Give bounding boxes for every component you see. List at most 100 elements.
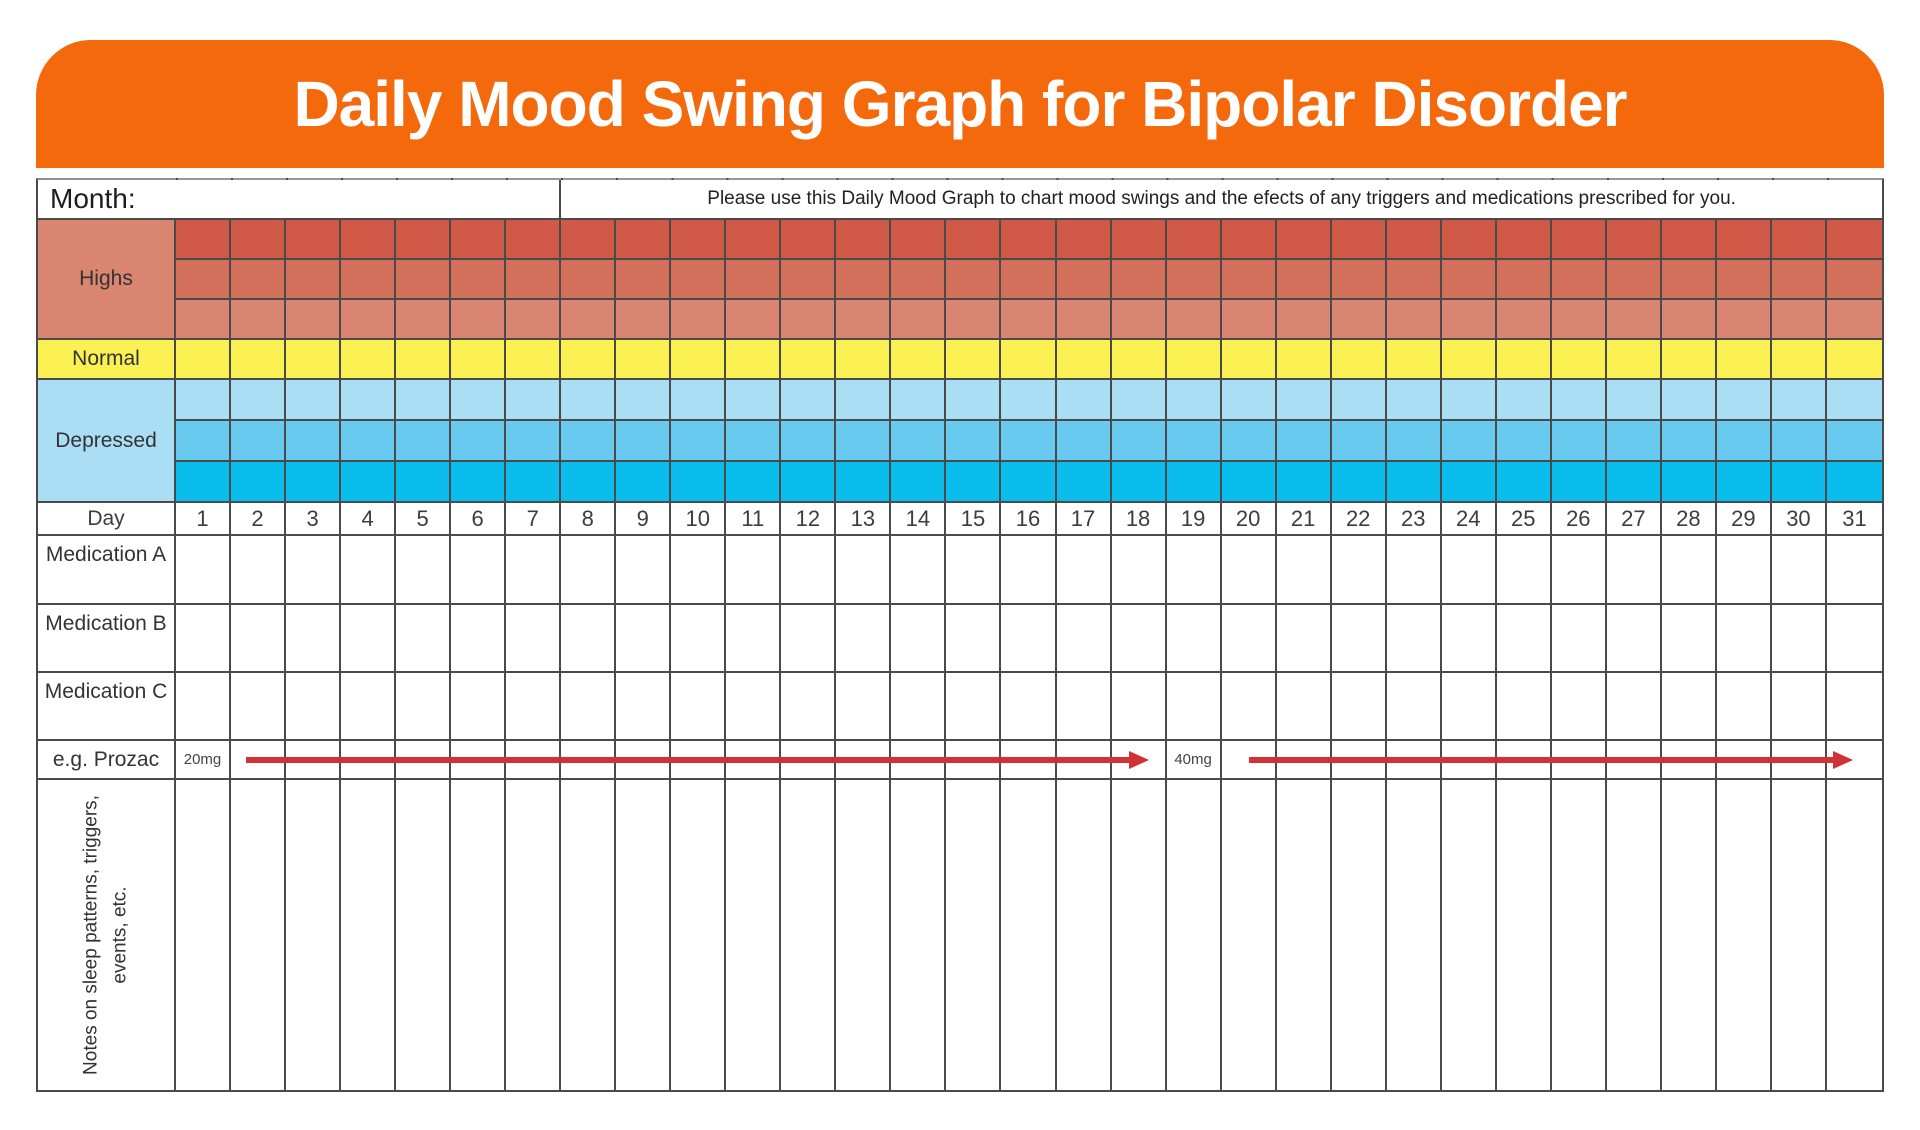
mood-cell[interactable] bbox=[1056, 220, 1112, 260]
medication-day-cell[interactable] bbox=[671, 673, 727, 741]
medication-day-cell[interactable] bbox=[1331, 536, 1387, 605]
mood-cell[interactable] bbox=[946, 462, 1002, 503]
medication-day-cell[interactable] bbox=[561, 536, 617, 605]
mood-cell[interactable] bbox=[1221, 340, 1277, 380]
mood-cell[interactable] bbox=[616, 421, 672, 462]
notes-day-cell[interactable] bbox=[1661, 780, 1717, 1090]
medication-day-cell[interactable] bbox=[1276, 605, 1332, 673]
mood-cell[interactable] bbox=[341, 421, 397, 462]
mood-cell[interactable] bbox=[561, 300, 617, 340]
notes-day-cell[interactable] bbox=[1001, 780, 1057, 1090]
medication-day-cell[interactable] bbox=[286, 536, 342, 605]
mood-cell[interactable] bbox=[1001, 340, 1057, 380]
medication-day-cell[interactable] bbox=[396, 673, 452, 741]
mood-cell[interactable] bbox=[1496, 380, 1552, 421]
mood-cell[interactable] bbox=[286, 380, 342, 421]
mood-cell[interactable] bbox=[396, 421, 452, 462]
mood-cell[interactable] bbox=[341, 220, 397, 260]
notes-day-cell[interactable] bbox=[781, 780, 837, 1090]
mood-cell[interactable] bbox=[781, 462, 837, 503]
mood-cell[interactable] bbox=[1716, 421, 1772, 462]
mood-cell[interactable] bbox=[726, 421, 782, 462]
mood-cell[interactable] bbox=[1771, 340, 1827, 380]
mood-cell[interactable] bbox=[671, 340, 727, 380]
mood-cell[interactable] bbox=[1771, 380, 1827, 421]
mood-cell[interactable] bbox=[286, 300, 342, 340]
medication-day-cell[interactable] bbox=[561, 605, 617, 673]
medication-day-cell[interactable] bbox=[1386, 605, 1442, 673]
mood-cell[interactable] bbox=[561, 260, 617, 300]
mood-cell[interactable] bbox=[1716, 220, 1772, 260]
mood-cell[interactable] bbox=[396, 260, 452, 300]
mood-cell[interactable] bbox=[176, 340, 232, 380]
notes-day-cell[interactable] bbox=[616, 780, 672, 1090]
mood-cell[interactable] bbox=[1716, 300, 1772, 340]
medication-day-cell[interactable] bbox=[451, 605, 507, 673]
medication-day-cell[interactable] bbox=[176, 605, 232, 673]
notes-day-cell[interactable] bbox=[891, 780, 947, 1090]
notes-day-cell[interactable] bbox=[1331, 780, 1387, 1090]
mood-cell[interactable] bbox=[286, 260, 342, 300]
mood-cell[interactable] bbox=[1056, 421, 1112, 462]
mood-cell[interactable] bbox=[1276, 300, 1332, 340]
mood-cell[interactable] bbox=[1496, 220, 1552, 260]
mood-cell[interactable] bbox=[341, 340, 397, 380]
mood-cell[interactable] bbox=[836, 300, 892, 340]
mood-cell[interactable] bbox=[231, 260, 287, 300]
mood-cell[interactable] bbox=[176, 260, 232, 300]
medication-day-cell[interactable] bbox=[726, 536, 782, 605]
medication-day-cell[interactable] bbox=[1441, 536, 1497, 605]
mood-cell[interactable] bbox=[1331, 380, 1387, 421]
mood-cell[interactable] bbox=[396, 380, 452, 421]
mood-cell[interactable] bbox=[1001, 300, 1057, 340]
mood-cell[interactable] bbox=[1551, 220, 1607, 260]
mood-cell[interactable] bbox=[1056, 462, 1112, 503]
mood-cell[interactable] bbox=[341, 260, 397, 300]
mood-cell[interactable] bbox=[1166, 340, 1222, 380]
medication-day-cell[interactable] bbox=[1386, 536, 1442, 605]
mood-cell[interactable] bbox=[1386, 462, 1442, 503]
medication-day-cell[interactable] bbox=[1771, 605, 1827, 673]
mood-cell[interactable] bbox=[1826, 462, 1882, 503]
mood-cell[interactable] bbox=[1056, 260, 1112, 300]
notes-day-cell[interactable] bbox=[286, 780, 342, 1090]
mood-cell[interactable] bbox=[561, 340, 617, 380]
mood-cell[interactable] bbox=[946, 260, 1002, 300]
mood-cell[interactable] bbox=[1386, 421, 1442, 462]
mood-cell[interactable] bbox=[506, 220, 562, 260]
notes-day-cell[interactable] bbox=[1111, 780, 1167, 1090]
mood-cell[interactable] bbox=[286, 421, 342, 462]
mood-cell[interactable] bbox=[1111, 340, 1167, 380]
medication-day-cell[interactable] bbox=[946, 536, 1002, 605]
mood-cell[interactable] bbox=[451, 462, 507, 503]
notes-day-cell[interactable] bbox=[1716, 780, 1772, 1090]
mood-cell[interactable] bbox=[1111, 260, 1167, 300]
mood-cell[interactable] bbox=[836, 421, 892, 462]
mood-cell[interactable] bbox=[1386, 340, 1442, 380]
mood-cell[interactable] bbox=[506, 260, 562, 300]
mood-cell[interactable] bbox=[341, 300, 397, 340]
medication-day-cell[interactable] bbox=[1111, 605, 1167, 673]
medication-day-cell[interactable] bbox=[836, 673, 892, 741]
mood-cell[interactable] bbox=[1166, 260, 1222, 300]
notes-day-cell[interactable] bbox=[1551, 780, 1607, 1090]
medication-day-cell[interactable] bbox=[286, 605, 342, 673]
mood-cell[interactable] bbox=[1111, 462, 1167, 503]
mood-cell[interactable] bbox=[1166, 421, 1222, 462]
mood-cell[interactable] bbox=[1441, 380, 1497, 421]
mood-cell[interactable] bbox=[726, 462, 782, 503]
mood-cell[interactable] bbox=[1661, 340, 1717, 380]
medication-day-cell[interactable] bbox=[1496, 673, 1552, 741]
mood-cell[interactable] bbox=[726, 380, 782, 421]
mood-cell[interactable] bbox=[1606, 462, 1662, 503]
mood-cell[interactable] bbox=[1276, 340, 1332, 380]
notes-day-cell[interactable] bbox=[231, 780, 287, 1090]
mood-cell[interactable] bbox=[1001, 421, 1057, 462]
notes-day-cell[interactable] bbox=[946, 780, 1002, 1090]
mood-cell[interactable] bbox=[396, 300, 452, 340]
mood-cell[interactable] bbox=[616, 462, 672, 503]
notes-day-cell[interactable] bbox=[1826, 780, 1882, 1090]
mood-cell[interactable] bbox=[1716, 260, 1772, 300]
medication-day-cell[interactable] bbox=[946, 605, 1002, 673]
medication-day-cell[interactable] bbox=[1056, 673, 1112, 741]
